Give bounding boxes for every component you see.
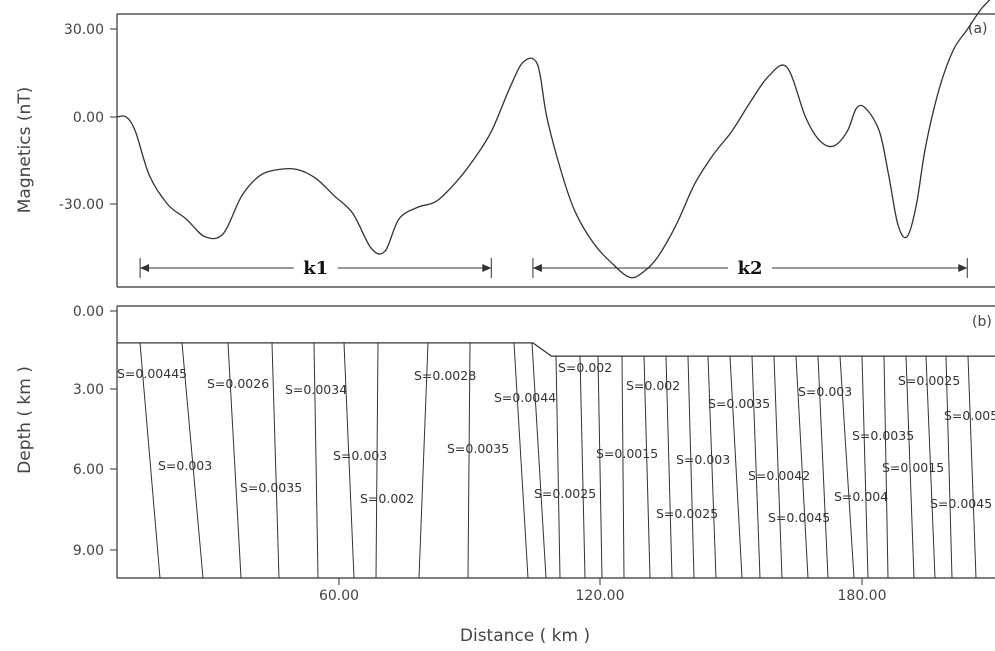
prism-boundary — [839, 356, 855, 579]
xtick-0: 60.00 — [319, 588, 359, 604]
distance-axis-title: Distance ( km ) — [460, 626, 590, 646]
prism-boundary — [945, 356, 953, 579]
susceptibility-label: S=0.004 — [834, 489, 888, 504]
susceptibility-label: S=0.0035 — [447, 441, 509, 456]
susceptibility-label: S=0.002 — [360, 491, 414, 506]
prism-boundary — [817, 356, 829, 579]
prism-boundary — [375, 342, 379, 579]
prism-boundary — [925, 356, 936, 579]
susceptibility-label: S=0.0026 — [207, 376, 269, 391]
depth-model — [117, 342, 995, 579]
interval-label-k2: k2 — [738, 258, 763, 279]
susceptibility-label: S=0.0028 — [414, 368, 476, 383]
susceptibility-label: S=0.0042 — [748, 468, 810, 483]
prism-boundary — [181, 342, 204, 579]
prism-boundary — [967, 356, 977, 579]
depth-axis-title: Depth ( km ) — [15, 366, 35, 474]
interval-k1-right-arrow — [482, 264, 492, 272]
xtick-2: 180.00 — [838, 588, 887, 604]
basement-top-interface — [117, 342, 995, 357]
prism-boundary — [751, 356, 761, 579]
prism-boundary — [313, 342, 319, 579]
prism-boundary — [555, 356, 561, 579]
interval-k2-left-arrow — [532, 264, 542, 272]
ytick-b-3: 9.00 — [73, 543, 104, 559]
prism-boundary — [883, 356, 889, 579]
ytick-a-0: 30.00 — [64, 22, 104, 38]
susceptibility-label: S=0.0025 — [656, 506, 718, 521]
ytick-b-1: 3.00 — [73, 382, 104, 398]
susceptibility-label: S=0.0025 — [534, 486, 596, 501]
prism-boundary — [687, 356, 695, 579]
susceptibility-label: S=0.0045 — [768, 510, 830, 525]
susceptibility-label: S=0.0035 — [852, 428, 914, 443]
prism-boundary — [707, 356, 717, 579]
susceptibility-label: S=0.003 — [676, 452, 730, 467]
panel-a-yticks: 30.00 0.00 -30.00 — [59, 22, 117, 213]
ytick-a-2: -30.00 — [59, 197, 104, 213]
magnetics-axis-title: Magnetics (nT) — [15, 87, 35, 214]
susceptibility-label: S=0.002 — [558, 360, 612, 375]
susceptibility-label: S=0.0025 — [898, 373, 960, 388]
susceptibility-label: S=0.0015 — [882, 460, 944, 475]
susceptibility-label: S=0.002 — [626, 378, 680, 393]
prism-boundary — [227, 342, 242, 579]
prism-boundary — [343, 342, 355, 579]
prism-boundary — [795, 356, 809, 579]
ytick-b-2: 6.00 — [73, 462, 104, 478]
ytick-b-0: 0.00 — [73, 304, 104, 320]
prism-boundary — [271, 342, 280, 579]
susceptibility-label: S=0.0035 — [708, 396, 770, 411]
xtick-1: 120.00 — [576, 588, 625, 604]
prism-boundary — [643, 356, 651, 579]
interval-k2-right-arrow — [958, 264, 968, 272]
prism-boundary — [139, 342, 161, 579]
susceptibility-label: S=0.003 — [333, 448, 387, 463]
prism-boundary — [597, 356, 603, 579]
prism-boundary — [729, 356, 743, 579]
prism-boundary — [531, 342, 547, 579]
interval-label-k1: k1 — [303, 258, 328, 279]
prism-boundary — [621, 356, 625, 579]
susceptibility-label: S=0.0034 — [285, 382, 347, 397]
prism-boundary — [905, 356, 915, 579]
prism-boundary — [773, 356, 783, 579]
susceptibility-labels: S=0.00445 S=0.0026 S=0.0034 S=0.0028 S=0.004… — [117, 360, 995, 525]
panel-b-label: (b) — [972, 314, 992, 330]
prism-boundary — [579, 356, 586, 579]
panel-a-frame — [116, 13, 995, 288]
susceptibility-label: S=0.003 — [798, 384, 852, 399]
interval-arrows: k1 k2 — [139, 258, 968, 279]
prism-boundary — [513, 342, 529, 579]
interval-k1-left-arrow — [140, 264, 150, 272]
susceptibility-label: S=0.0015 — [596, 446, 658, 461]
prism-boundary — [467, 342, 471, 579]
susceptibility-label: S=0.0044 — [494, 390, 556, 405]
ytick-a-1: 0.00 — [73, 110, 104, 126]
panel-b-frame — [116, 305, 995, 579]
panel-b-yticks: 0.00 3.00 6.00 9.00 — [73, 304, 117, 559]
susceptibility-label: S=0.0035 — [240, 480, 302, 495]
panel-a-label: (a) — [968, 21, 988, 37]
susceptibility-label: S=0.005 — [944, 408, 995, 423]
susceptibility-label: S=0.003 — [158, 458, 212, 473]
susceptibility-label: S=0.0045 — [930, 496, 992, 511]
prism-boundary — [665, 356, 673, 579]
x-ticks: 60.00 120.00 180.00 — [319, 578, 887, 604]
magnetics-profile-line — [116, 0, 991, 279]
susceptibility-label: S=0.00445 — [117, 366, 187, 381]
prism-boundary — [861, 356, 869, 579]
prism-boundary — [418, 342, 429, 579]
